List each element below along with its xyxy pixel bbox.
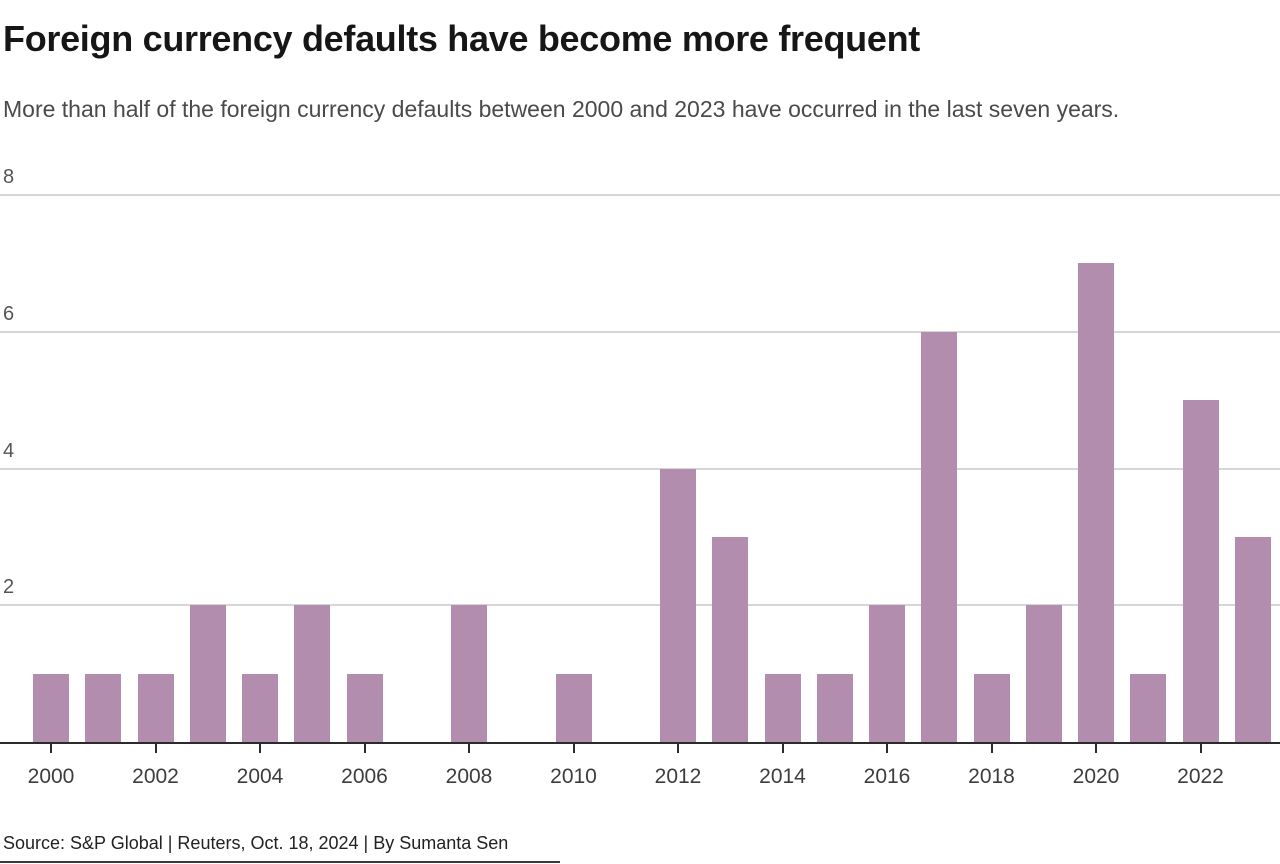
- bar-2006: [346, 673, 383, 742]
- bar-2012: [660, 468, 696, 742]
- gridline-8: [0, 194, 1280, 196]
- x-tick-2000: [50, 744, 52, 753]
- x-axis-label-2012: 2012: [654, 765, 702, 788]
- y-axis-label-4: 4: [3, 439, 15, 462]
- bar-2004: [242, 673, 278, 742]
- x-axis-label-2020: 2020: [1072, 765, 1120, 788]
- bar-2014: [764, 673, 801, 742]
- x-axis-label-2006: 2006: [341, 765, 388, 788]
- x-tick-2016: [886, 744, 888, 753]
- x-tick-2022: [1199, 744, 1202, 753]
- x-axis-label-2022: 2022: [1177, 765, 1224, 788]
- bar-2010: [555, 673, 592, 742]
- x-tick-2010: [572, 744, 575, 753]
- gridline-6: [0, 330, 1280, 333]
- bar-2022: [1182, 400, 1219, 742]
- x-axis-label-2002: 2002: [132, 765, 179, 788]
- x-tick-2020: [1095, 744, 1097, 753]
- x-axis-label-2014: 2014: [759, 765, 806, 788]
- x-tick-2012: [677, 744, 679, 753]
- bar-2018: [973, 673, 1010, 742]
- footer-rule: [0, 861, 560, 863]
- bar-2002: [137, 673, 174, 742]
- x-axis-label-2018: 2018: [968, 765, 1015, 788]
- x-axis-line: [0, 742, 1280, 744]
- x-tick-2006: [363, 744, 366, 753]
- chart-title: Foreign currency defaults have become mo…: [3, 18, 920, 59]
- gridline-4: [0, 467, 1280, 470]
- bar-2001: [85, 673, 122, 742]
- bar-2023: [1234, 536, 1271, 742]
- bar-2015: [816, 673, 853, 742]
- bar-2021: [1130, 673, 1167, 742]
- x-axis-label-2000: 2000: [27, 765, 75, 788]
- bar-2013: [712, 536, 749, 742]
- y-axis-label-6: 6: [3, 302, 15, 325]
- chart-subtitle: More than half of the foreign currency d…: [3, 96, 1120, 122]
- x-tick-2014: [781, 744, 784, 753]
- y-axis-label-8: 8: [3, 166, 15, 188]
- x-tick-2004: [259, 744, 261, 753]
- bar-2000: [33, 673, 69, 742]
- x-tick-2018: [990, 744, 993, 753]
- bar-2020: [1078, 263, 1114, 742]
- y-axis-label-2: 2: [3, 576, 15, 599]
- bar-2016: [869, 605, 905, 742]
- x-axis-label-2008: 2008: [445, 765, 493, 788]
- source-line: Source: S&P Global | Reuters, Oct. 18, 2…: [3, 833, 509, 853]
- x-tick-2008: [468, 744, 470, 753]
- bar-2005: [294, 605, 331, 742]
- bar-2019: [1025, 605, 1062, 742]
- x-axis-label-2004: 2004: [236, 765, 284, 788]
- x-axis-label-2010: 2010: [550, 765, 597, 788]
- gridline-2: [0, 604, 1280, 607]
- bar-2003: [189, 605, 226, 742]
- x-tick-2002: [154, 744, 157, 753]
- bar-2008: [451, 605, 487, 742]
- bar-2017: [921, 331, 958, 742]
- x-axis-label-2016: 2016: [863, 765, 911, 788]
